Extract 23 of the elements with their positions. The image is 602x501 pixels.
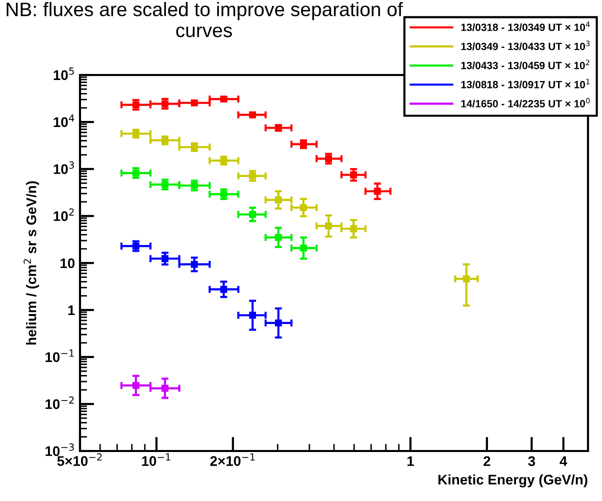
y-tick-label: 10$^{−3}$ bbox=[46, 443, 74, 456]
legend-label: 13/0349 - 13/0433 UT × 10$^{3}$ bbox=[461, 40, 590, 50]
y-tick-label: 10$^{−2}$ bbox=[46, 396, 74, 410]
y-tick-label: 1 bbox=[68, 305, 75, 316]
y-tick-label: 10$^{4}$ bbox=[54, 114, 74, 128]
legend-label: 14/1650 - 14/2235 UT × 10$^{0}$ bbox=[461, 98, 590, 108]
y-tick-label: 10 bbox=[60, 258, 75, 268]
legend-label: 13/0318 - 13/0349 UT × 10$^{4}$ bbox=[461, 22, 590, 32]
x-tick-label: 2×10$^{−1}$ bbox=[210, 453, 255, 466]
legend-label: 13/0433 - 13/0459 UT × 10$^{2}$ bbox=[461, 60, 590, 70]
y-tick-label: 10$^{−1}$ bbox=[46, 350, 74, 362]
x-tick-label: 1 bbox=[407, 456, 414, 466]
y-tick-label: 10$^{2}$ bbox=[54, 208, 74, 222]
x-tick-label: 3 bbox=[528, 456, 536, 466]
y-axis-title: helium / (cm$^{2}$ sr s GeV/n) bbox=[24, 181, 40, 345]
chart-title: NB: fluxes are scaled to improve separation of curves bbox=[6, 2, 403, 38]
x-tick-label: 4 bbox=[560, 456, 568, 466]
y-tick-label: 10$^{5}$ bbox=[54, 68, 74, 80]
legend-label: 13/0818 - 13/0917 UT × 10$^{1}$ bbox=[461, 78, 590, 88]
x-tick-label: 2 bbox=[484, 456, 490, 466]
y-tick-label: 10$^{3}$ bbox=[54, 161, 74, 174]
x-tick-label: 10$^{−1}$ bbox=[142, 453, 170, 466]
x-axis-title: Kinetic Energy (GeV/n) bbox=[438, 474, 588, 488]
